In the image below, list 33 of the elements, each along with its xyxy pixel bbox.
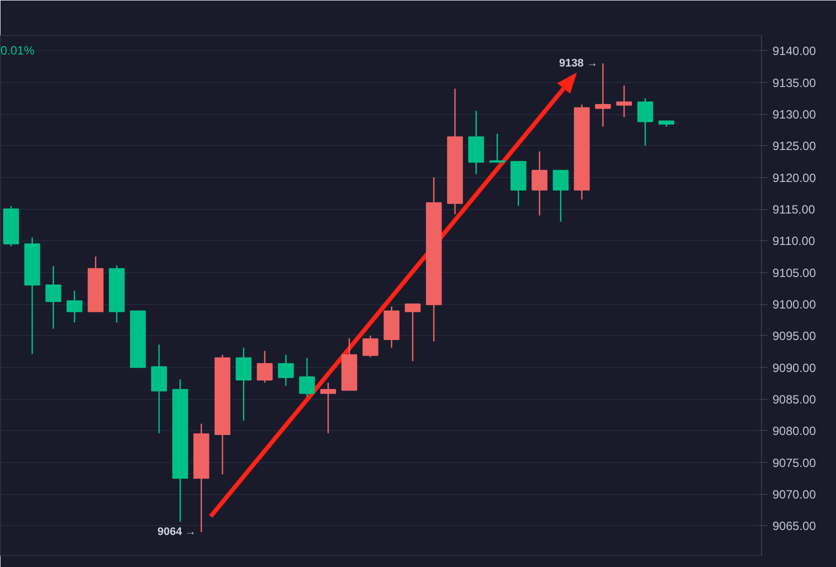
- y-tick-label: 9140.00: [772, 44, 816, 58]
- candlestick: [256, 350, 273, 384]
- y-tick-label: 9105.00: [772, 266, 816, 280]
- candlestick: [278, 354, 294, 386]
- y-tick-label: 9110.00: [772, 234, 816, 248]
- y-tick-label: 9095.00: [772, 329, 816, 344]
- y-tick-label: 9065.00: [772, 519, 816, 534]
- y-tick-label: 9085.00: [772, 392, 816, 407]
- y-tick-label: 9075.00: [772, 456, 816, 470]
- candlestick: [616, 84, 632, 118]
- candlestick: [552, 170, 569, 222]
- annotation: 9064 →: [158, 526, 196, 538]
- candlestick: [299, 357, 315, 398]
- candlestick: [362, 335, 378, 358]
- candlestick: [532, 150, 548, 216]
- y-tick-label: 9130.00: [772, 108, 816, 122]
- candlestick: [404, 303, 421, 362]
- y-tick-label: 9080.00: [772, 424, 816, 438]
- y-tick-label: 9100.00: [772, 298, 816, 312]
- candlestick: [320, 382, 336, 434]
- y-tick-label: 9120.00: [772, 170, 816, 185]
- annotation: 9138 →: [559, 57, 598, 70]
- annotation: 0.01%: [0, 44, 35, 58]
- candlestick: [66, 290, 82, 324]
- candlestick: [595, 62, 611, 128]
- y-tick-label: 9135.00: [772, 76, 816, 90]
- candlestick: [45, 265, 62, 330]
- y-tick-label: 9090.00: [772, 360, 816, 375]
- candlestick: [637, 98, 654, 146]
- y-tick-label: 9125.00: [772, 139, 816, 154]
- y-tick-label: 9115.00: [772, 202, 816, 217]
- y-tick-label: 9070.00: [772, 488, 816, 502]
- candlestick: [236, 347, 252, 422]
